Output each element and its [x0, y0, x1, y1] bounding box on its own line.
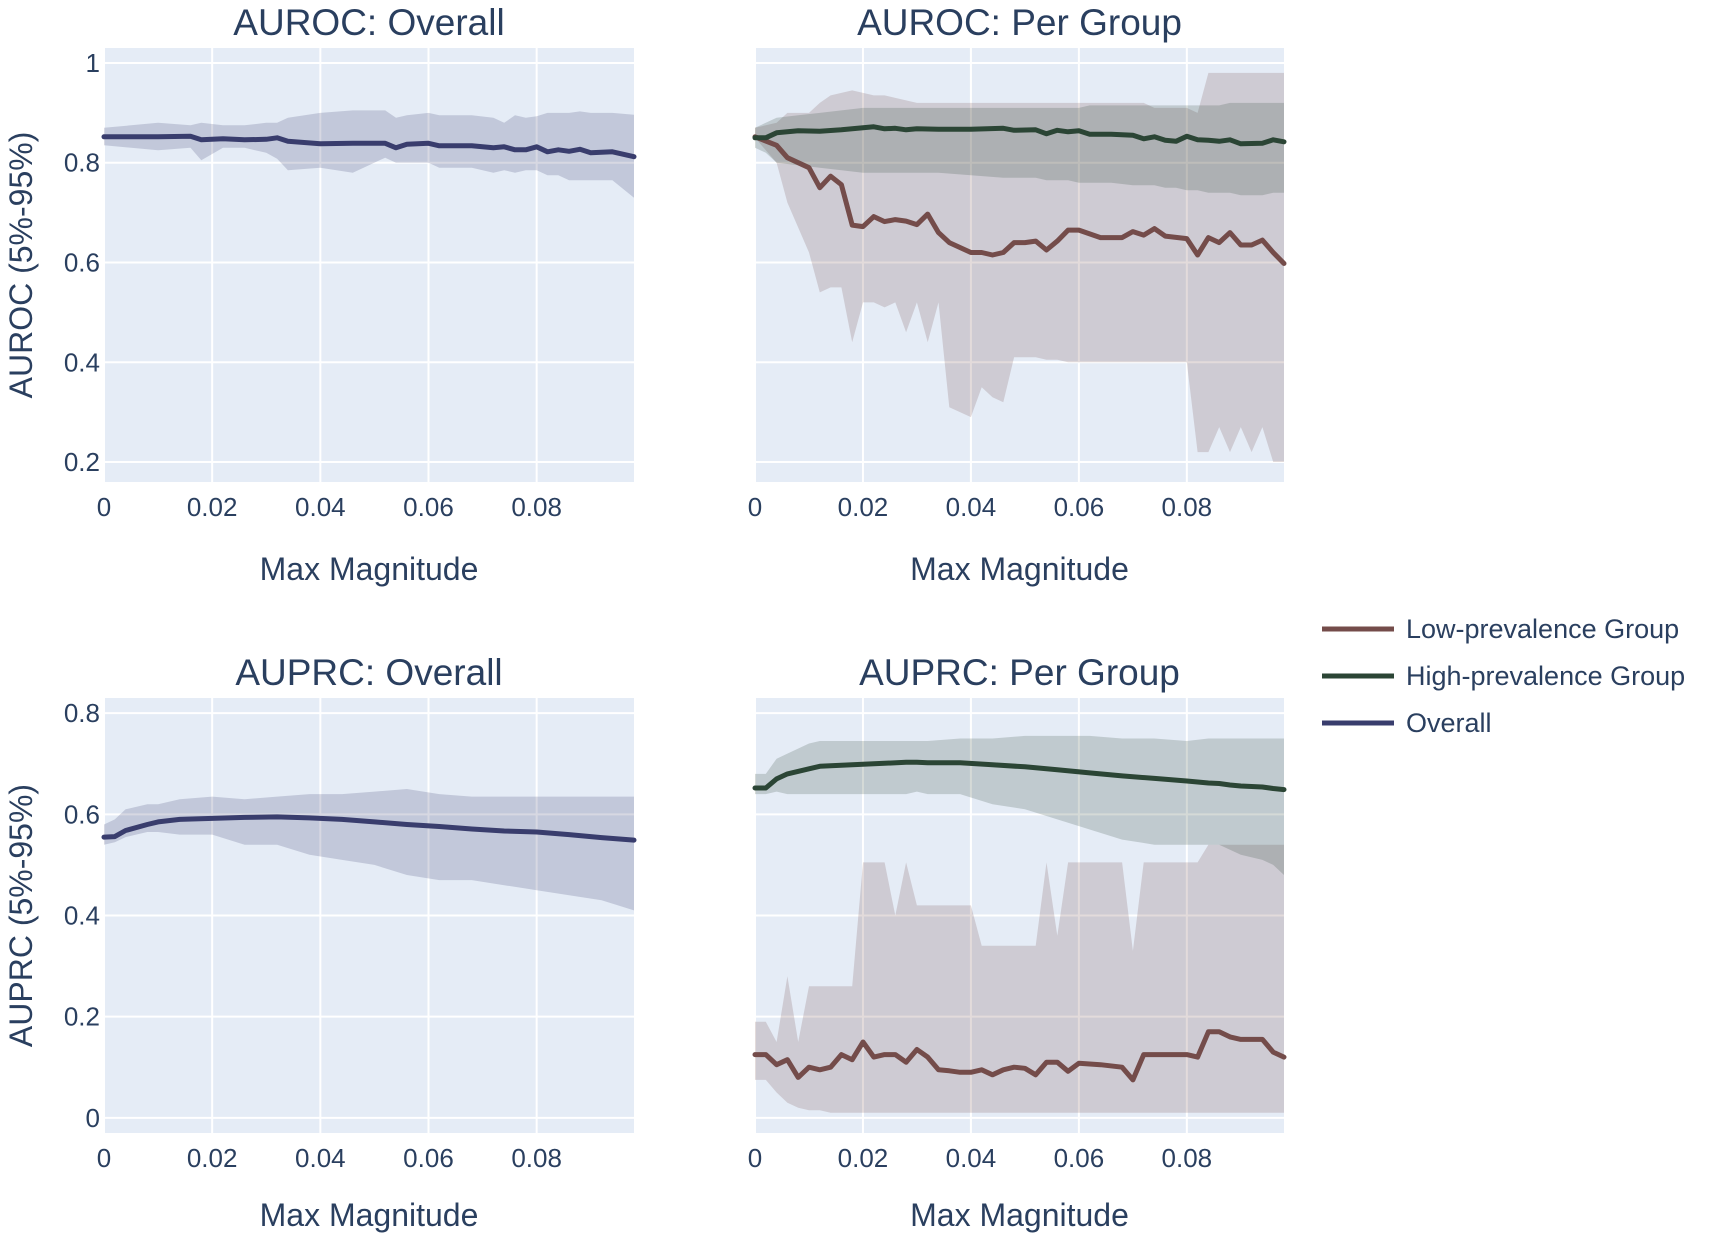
- auroc-per-group-x-axis-label: Max Magnitude: [910, 551, 1129, 587]
- auroc-overall-xtick-label: 0.02: [187, 492, 238, 522]
- auprc-overall-ytick-label: 0.2: [64, 1002, 100, 1032]
- auroc-overall-ytick-label: 0.6: [64, 248, 100, 278]
- auroc-overall-x-axis-label: Max Magnitude: [260, 551, 479, 587]
- auprc-overall-ytick-label: 0.6: [64, 799, 100, 829]
- auroc-overall-panel: 0 0.02 0.04 0.06 0.08 0.2 0.4 0.6 0.8 1 AUROC: Ove…: [3, 2, 637, 587]
- auroc-per-group-xtick-label: 0.02: [838, 492, 889, 522]
- auroc-per-group-panel: 0 0.02 0.04 0.06 0.08 AUROC: Per Group Max Mag…: [748, 2, 1287, 587]
- auroc-per-group-line-low-prevalence-group[interactable]: [752, 134, 1287, 266]
- auroc-overall-y-axis-label: AUROC (5%-95%): [3, 132, 39, 399]
- auroc-per-group-line-high-prevalence-group[interactable]: [752, 124, 1287, 147]
- auroc-overall-xtick-label: 0.06: [403, 492, 454, 522]
- auprc-per-group-line-low-prevalence-group[interactable]: [752, 1029, 1287, 1083]
- auroc-overall-title: AUROC: Overall: [233, 2, 504, 43]
- auroc-overall-ytick-label: 0.2: [64, 447, 100, 477]
- auroc-per-group-xtick-label: 0.06: [1054, 492, 1105, 522]
- auprc-per-group-band-high-prevalence-group: [755, 735, 1284, 875]
- auprc-per-group-panel: 0 0.02 0.04 0.06 0.08 AUPRC: Per Group Max Mag…: [748, 652, 1287, 1233]
- auprc-overall-title: AUPRC: Overall: [235, 652, 502, 693]
- auprc-overall-y-axis-label: AUPRC (5%-95%): [3, 784, 39, 1047]
- auroc-overall-xtick-label: 0: [97, 492, 111, 522]
- auprc-per-group-x-axis-label: Max Magnitude: [910, 1197, 1129, 1233]
- auprc-per-group-title: AUPRC: Per Group: [859, 652, 1180, 693]
- auprc-overall-panel: 0 0.02 0.04 0.06 0.08 0 0.2 0.4 0.6 0.8 AUPRC: Ove…: [3, 652, 637, 1233]
- auroc-per-group-xtick-label: 0: [748, 492, 762, 522]
- auroc-overall-line-overall[interactable]: [101, 133, 637, 160]
- auprc-per-group-xtick-label: 0.08: [1162, 1143, 1213, 1173]
- auroc-overall-xtick-label: 0.08: [511, 492, 562, 522]
- auprc-overall-line-overall[interactable]: [101, 814, 637, 843]
- auroc-overall-ytick-label: 1: [86, 48, 100, 78]
- auprc-overall-ytick-label: 0.8: [64, 698, 100, 728]
- auprc-per-group-xtick-label: 0.06: [1054, 1143, 1105, 1173]
- auprc-per-group-xtick-label: 0: [748, 1143, 762, 1173]
- auroc-overall-plot-area: [104, 48, 634, 482]
- auprc-overall-xtick-label: 0.08: [511, 1143, 562, 1173]
- auroc-overall-ytick-label: 0.4: [64, 347, 100, 377]
- auprc-overall-ytick-label: 0: [86, 1103, 100, 1133]
- auroc-per-group-title: AUROC: Per Group: [857, 2, 1182, 43]
- auprc-overall-xtick-label: 0.06: [403, 1143, 454, 1173]
- auprc-overall-ytick-label: 0.4: [64, 901, 100, 931]
- legend: Low-prevalence Group High-prevalence Gro…: [1322, 614, 1685, 738]
- auroc-per-group-plot-area: [755, 48, 1284, 482]
- auroc-per-group-xtick-label: 0.04: [946, 492, 997, 522]
- auprc-per-group-xtick-label: 0.02: [838, 1143, 889, 1173]
- auprc-overall-x-axis-label: Max Magnitude: [260, 1197, 479, 1233]
- auprc-per-group-line-high-prevalence-group[interactable]: [752, 759, 1287, 793]
- auroc-per-group-band-low-prevalence-group: [755, 72, 1284, 463]
- auroc-overall-xtick-label: 0.04: [295, 492, 346, 522]
- auprc-per-group-band-low-prevalence-group: [755, 844, 1284, 1113]
- auprc-per-group-xtick-label: 0.04: [946, 1143, 997, 1173]
- auroc-overall-band-overall: [104, 110, 634, 198]
- auprc-overall-xtick-label: 0.02: [187, 1143, 238, 1173]
- legend-label-high-prevalence[interactable]: High-prevalence Group: [1406, 661, 1685, 691]
- auroc-per-group-band-high-prevalence-group: [755, 102, 1284, 196]
- legend-label-low-prevalence[interactable]: Low-prevalence Group: [1406, 614, 1679, 644]
- auprc-overall-xtick-label: 0.04: [295, 1143, 346, 1173]
- legend-label-overall[interactable]: Overall: [1406, 708, 1492, 738]
- auprc-overall-xtick-label: 0: [97, 1143, 111, 1173]
- auroc-per-group-xtick-label: 0.08: [1162, 492, 1213, 522]
- auroc-overall-ytick-label: 0.8: [64, 148, 100, 178]
